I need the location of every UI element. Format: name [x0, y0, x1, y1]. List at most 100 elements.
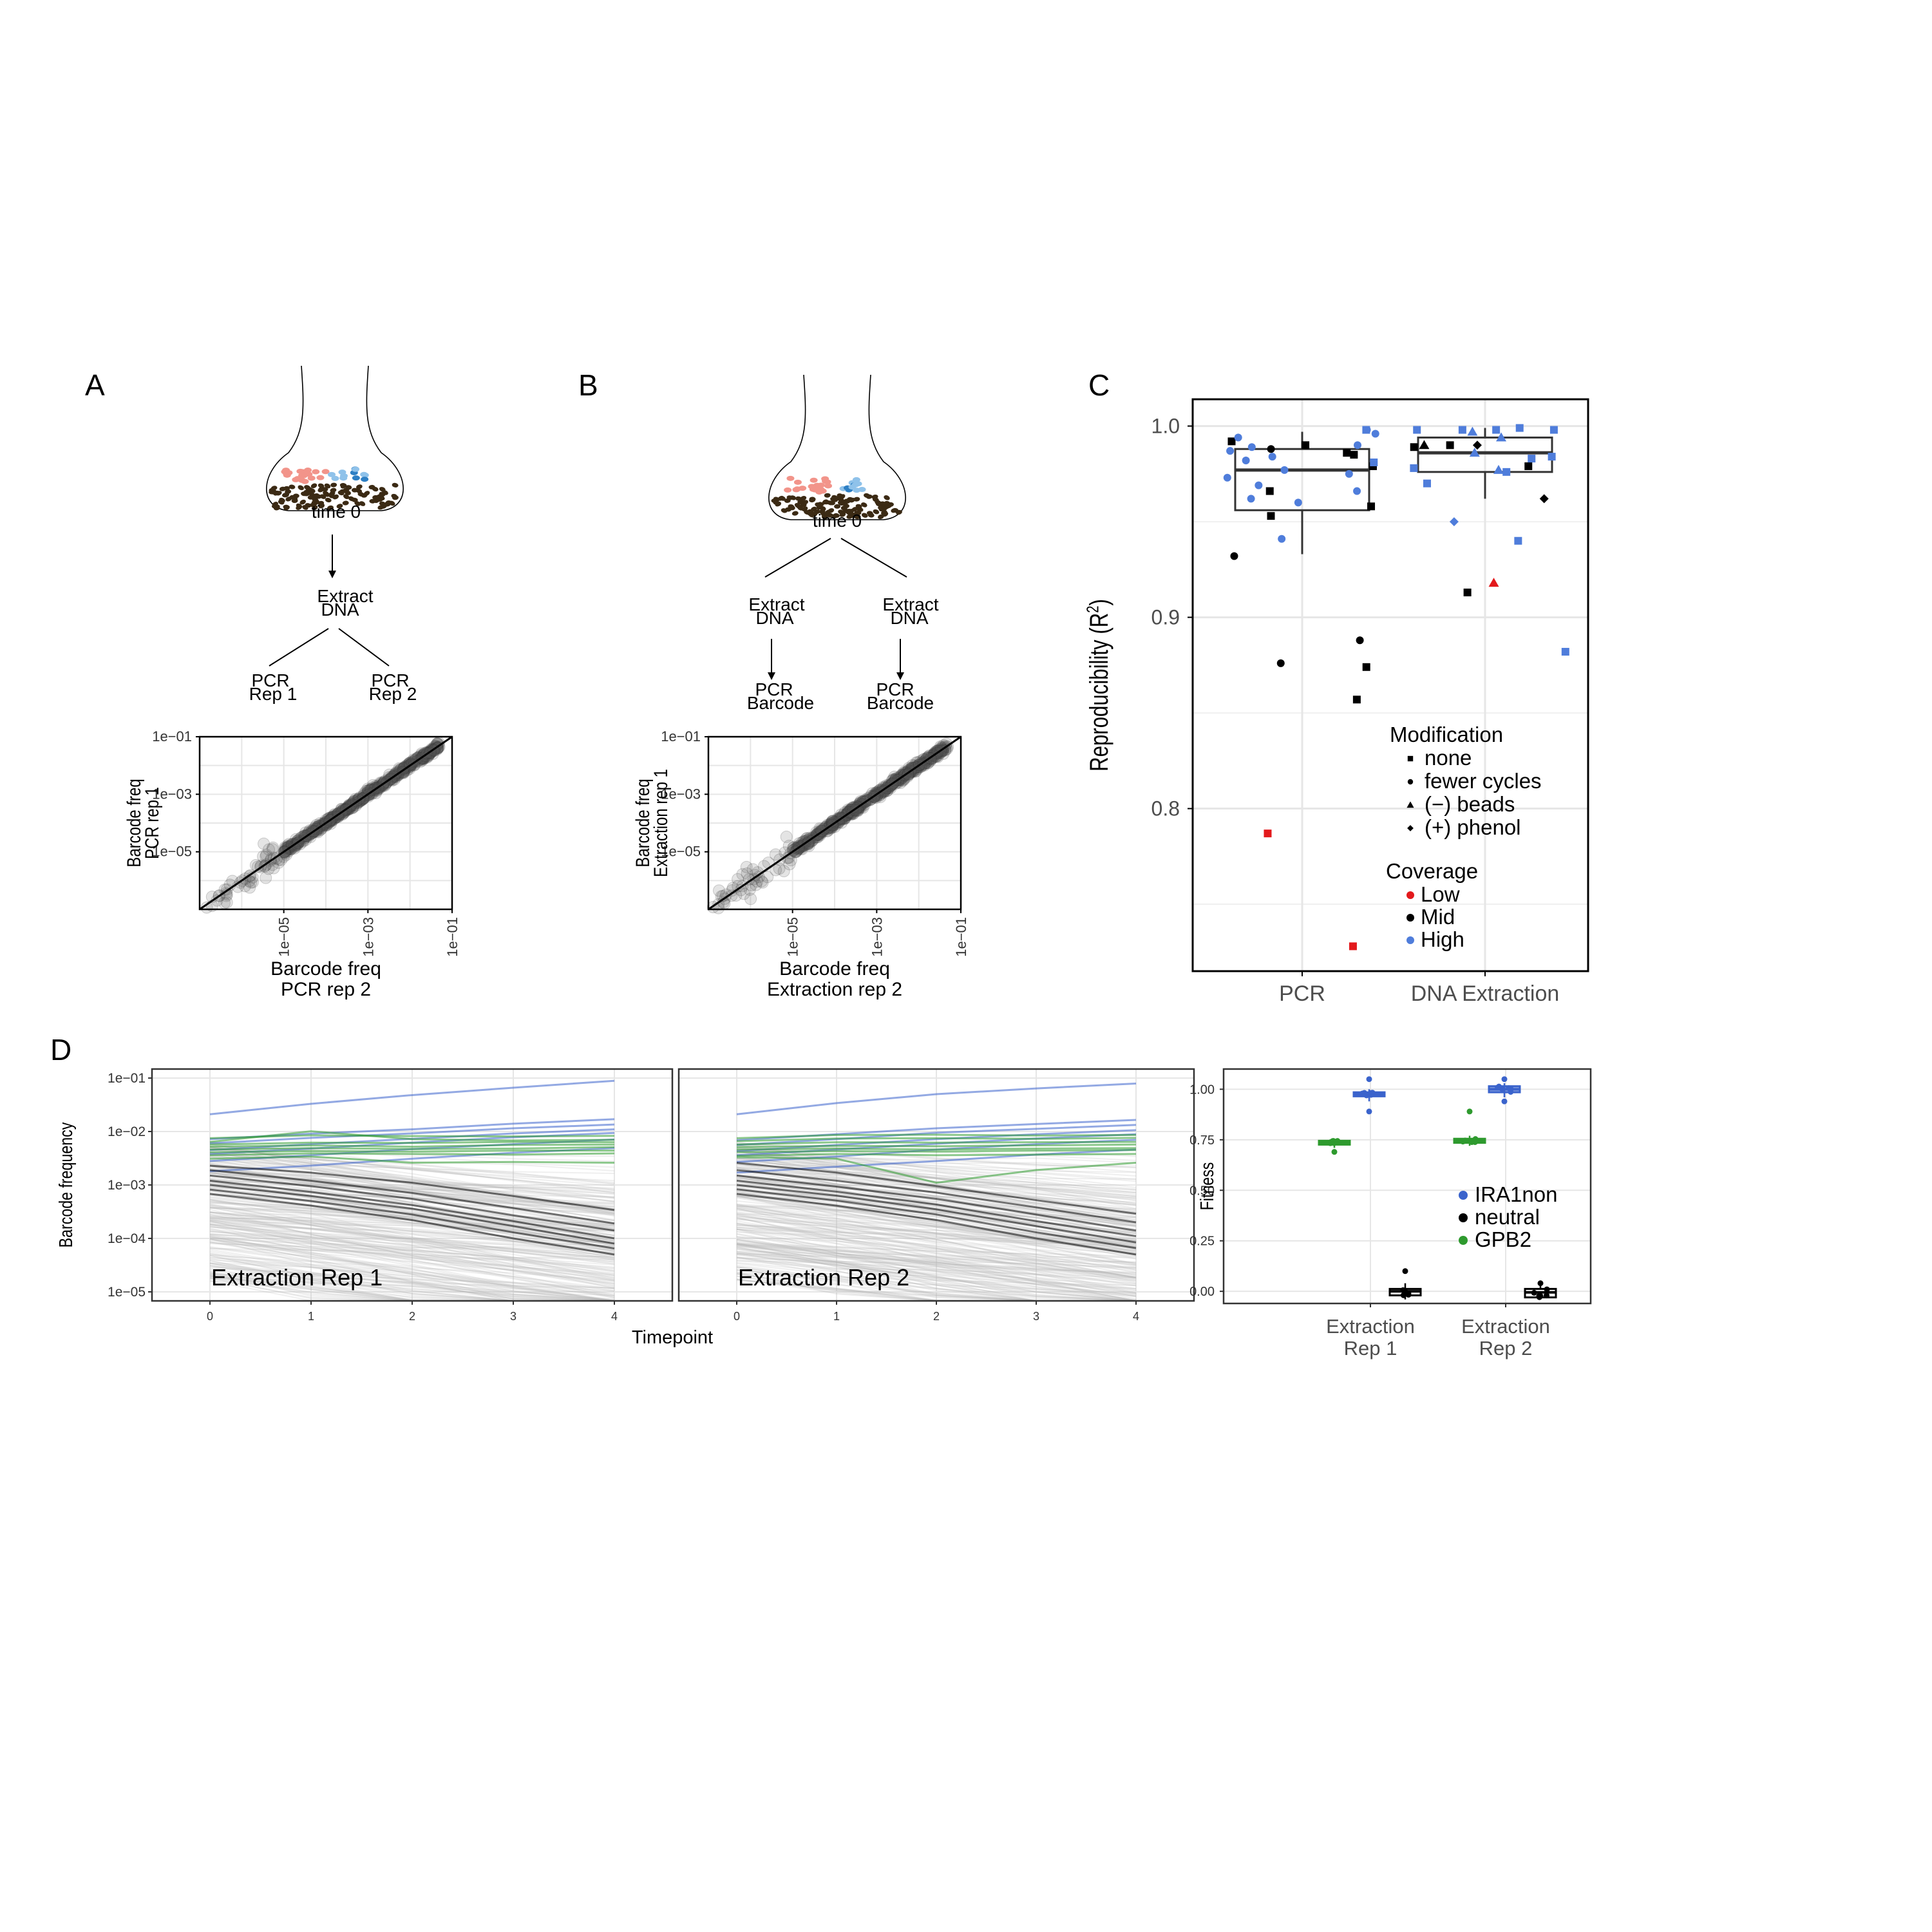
point-square — [1227, 437, 1236, 446]
legend-item-label: IRA1non — [1475, 1182, 1557, 1206]
brown-cell — [854, 510, 861, 515]
x-tick-label-line1: Extraction — [1326, 1315, 1415, 1338]
barcode-point — [838, 813, 851, 826]
pcr2-label-b-line1: PCR — [876, 679, 914, 699]
brown-cell — [354, 500, 361, 506]
x-tick-label: 1e−01 — [953, 917, 969, 957]
barcode-point — [346, 800, 359, 813]
barcode-point — [218, 883, 231, 896]
point-circle — [1255, 481, 1263, 489]
blue-cell — [331, 475, 339, 481]
barcode-point — [732, 873, 744, 886]
barcode-point — [371, 784, 384, 797]
outlier-point — [1366, 1076, 1372, 1083]
outlier-point — [1537, 1280, 1544, 1287]
brown-cell — [824, 493, 831, 498]
point-circle — [1230, 552, 1238, 560]
point-circle — [1363, 426, 1371, 434]
x-tick-label: 1e−05 — [785, 917, 801, 957]
arrow-head-icon — [768, 672, 775, 680]
barcode-point — [361, 786, 374, 799]
legend-title-coverage: Coverage — [1386, 859, 1478, 883]
barcode-point — [267, 841, 279, 854]
barcode-point — [260, 849, 273, 862]
point-square — [1502, 468, 1511, 476]
point-square — [1528, 455, 1536, 463]
y-tick-label: 0.75 — [1189, 1133, 1215, 1148]
point-square — [1410, 464, 1418, 472]
barcode-point — [930, 744, 943, 757]
x-tick-label-line2: Rep 2 — [1479, 1337, 1533, 1359]
barcode-point — [243, 881, 256, 894]
extract-label-a-line1: Extract — [317, 586, 373, 606]
y-axis-title: Reproducibility (R2) — [1083, 599, 1113, 772]
barcode-point — [408, 759, 421, 772]
outlier-point — [1466, 1108, 1473, 1115]
barcode-point — [784, 854, 797, 867]
panel-label-a: A — [85, 368, 105, 402]
barcode-point — [383, 771, 395, 784]
barcode-point — [918, 758, 931, 771]
x-tick-label: 1e−03 — [869, 917, 885, 957]
brown-cell — [790, 495, 797, 500]
brown-cell — [369, 498, 376, 504]
point-circle — [1354, 441, 1362, 450]
brown-cell — [377, 505, 384, 510]
barcode-point — [781, 851, 794, 864]
barcode-point — [365, 783, 377, 796]
y-tick-label: 1e−01 — [661, 728, 701, 744]
point-square — [1370, 459, 1378, 467]
flask-label-a: time 0 — [312, 502, 361, 522]
x-tick-label: 1e−05 — [276, 917, 292, 957]
barcode-point — [914, 761, 927, 773]
barcode-point — [260, 871, 272, 884]
pcr1-label-a-line2: Rep 1 — [249, 684, 298, 704]
x-tick-label: 1e−03 — [360, 917, 376, 957]
outlier-point — [1402, 1268, 1408, 1274]
panel-label-c: C — [1088, 368, 1110, 402]
barcode-point — [420, 750, 433, 763]
barcode-point — [761, 871, 774, 884]
blue-cell — [361, 472, 369, 478]
brown-cell — [379, 491, 386, 497]
barcode-point — [402, 757, 415, 770]
pink-cell — [283, 472, 291, 478]
barcode-point — [395, 763, 408, 776]
barcode-point — [320, 819, 333, 832]
point-circle — [1267, 445, 1275, 453]
x-tick-label-line2: Rep 1 — [1344, 1337, 1397, 1359]
y-tick-label: 1.0 — [1151, 415, 1180, 438]
pink-cell — [316, 475, 325, 480]
brown-cell — [809, 497, 816, 502]
pcr2-label-b-line2: Barcode — [867, 693, 934, 713]
pink-cell — [298, 477, 307, 483]
pink-cell — [307, 475, 316, 481]
barcode-point — [348, 795, 361, 808]
point-circle — [1226, 447, 1235, 455]
barcode-point — [755, 875, 768, 887]
brown-cell — [323, 491, 330, 497]
point-square — [1362, 663, 1370, 671]
brown-cell — [289, 495, 296, 500]
barcode-point — [279, 842, 292, 855]
x-tick-label: 0 — [734, 1310, 740, 1323]
point-square — [1265, 487, 1274, 495]
barcode-point — [403, 757, 416, 770]
panel-title: Extraction Rep 2 — [738, 1264, 909, 1291]
point-circle — [1294, 498, 1302, 507]
brown-cell — [378, 495, 385, 501]
barcode-point — [418, 752, 431, 764]
barcode-point — [798, 835, 811, 848]
blue-cell — [352, 475, 360, 481]
barcode-point — [726, 884, 739, 897]
barcode-point — [769, 848, 782, 861]
brown-cell — [363, 491, 370, 496]
point-square — [1515, 424, 1524, 432]
x-tick-label: 0 — [207, 1310, 213, 1323]
barcode-point — [826, 820, 838, 833]
barcode-point — [795, 842, 808, 855]
brown-cell — [275, 491, 282, 496]
flask-illustration-b — [768, 374, 906, 520]
